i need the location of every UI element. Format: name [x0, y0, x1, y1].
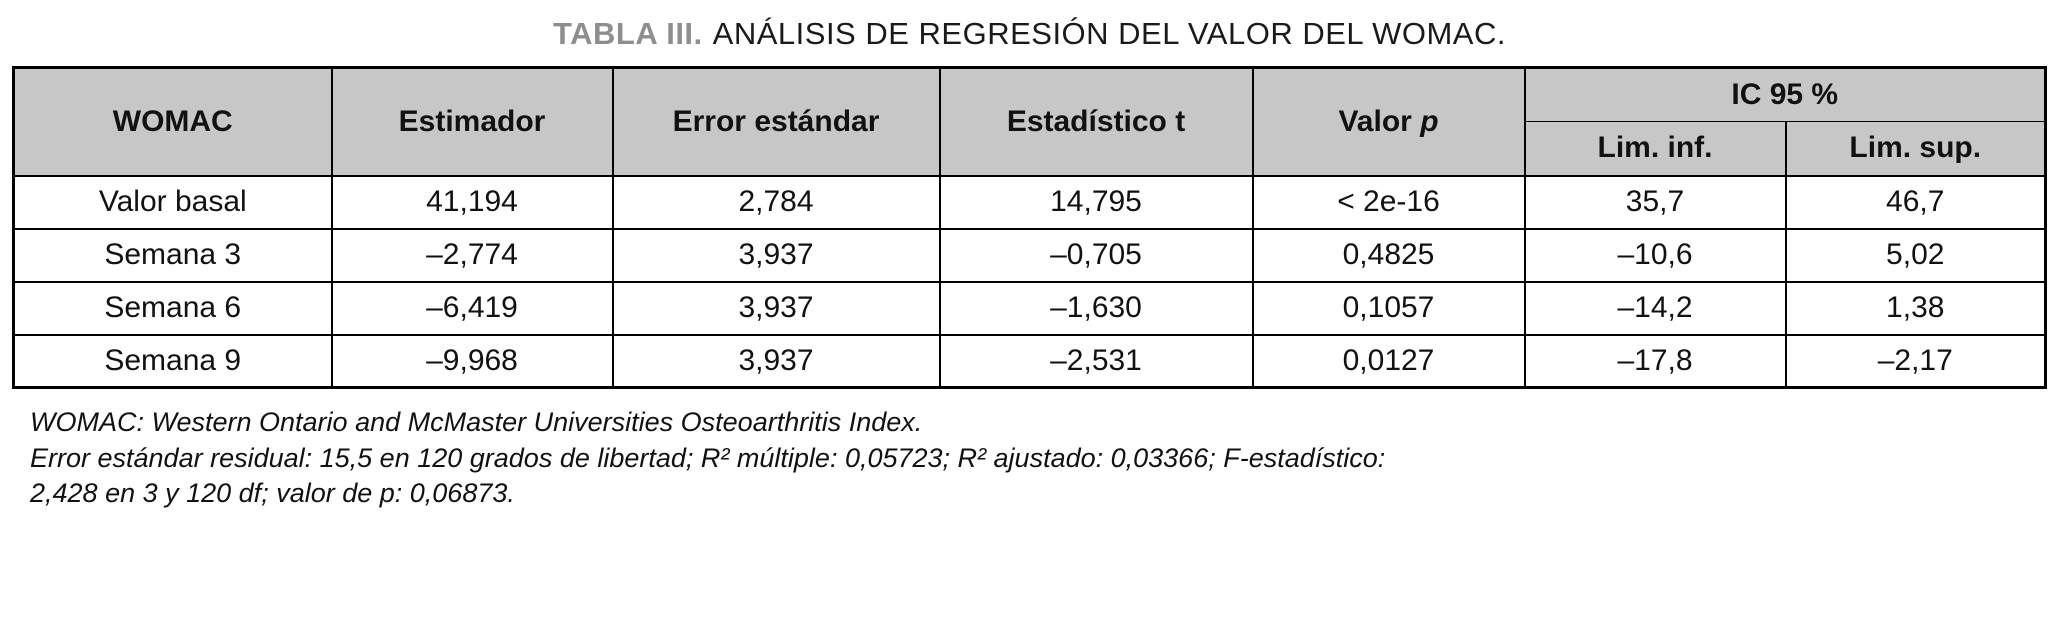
cell-error-estandar: 3,937	[611, 280, 941, 336]
footnote-line: Error estándar residual: 15,5 en 120 gra…	[30, 442, 1386, 473]
col-header-valor-p: Valor p	[1251, 66, 1526, 177]
cell-lim-inf: –10,6	[1523, 227, 1787, 283]
table-row: Semana 3 –2,774 3,937 –0,705 0,4825 –10,…	[12, 227, 2047, 283]
cell-valor-p: < 2e-16	[1251, 174, 1526, 230]
header-row-top: WOMAC Estimador Error estándar Estadísti…	[12, 66, 2047, 177]
table-title-text: ANÁLISIS DE REGRESIÓN DEL VALOR DEL WOMA…	[712, 16, 1506, 51]
valor-p-symbol: p	[1420, 104, 1439, 138]
footnote-line: 2,428 en 3 y 120 df; valor de p: 0,06873…	[30, 478, 515, 509]
header-row-sub: Lim. inf. Lim. sup.	[14, 121, 2047, 177]
cell-estimador: –9,968	[330, 333, 614, 389]
cell-estimador: –2,774	[330, 227, 614, 283]
cell-error-estandar: 3,937	[611, 227, 941, 283]
table-row: Valor basal 41,194 2,784 14,795 < 2e-16 …	[12, 174, 2047, 230]
row-label: Semana 6	[12, 280, 333, 336]
cell-lim-sup: 46,7	[1784, 174, 2047, 230]
cell-valor-p: 0,1057	[1251, 280, 1526, 336]
table-header: WOMAC Estimador Error estándar Estadísti…	[12, 66, 2047, 177]
cell-lim-sup: –2,17	[1784, 333, 2047, 389]
table-row: Semana 9 –9,968 3,937 –2,531 0,0127 –17,…	[12, 333, 2047, 389]
cell-estadistico-t: 14,795	[938, 174, 1254, 230]
cell-lim-inf: 35,7	[1523, 174, 1787, 230]
col-header-lim-inf: Lim. inf.	[1523, 121, 1787, 177]
table-row: Semana 6 –6,419 3,937 –1,630 0,1057 –14,…	[12, 280, 2047, 336]
col-header-estadistico-t: Estadístico t	[938, 66, 1254, 177]
cell-estadistico-t: –0,705	[938, 227, 1254, 283]
cell-lim-inf: –17,8	[1523, 333, 1787, 389]
table-body: Valor basal 41,194 2,784 14,795 < 2e-16 …	[12, 174, 2047, 389]
col-header-estimador: Estimador	[330, 66, 614, 177]
cell-lim-sup: 5,02	[1784, 227, 2047, 283]
table-title: TABLA III. ANÁLISIS DE REGRESIÓN DEL VALO…	[0, 0, 2059, 52]
cell-error-estandar: 3,937	[611, 333, 941, 389]
row-label: Valor basal	[12, 174, 333, 230]
col-header-womac: WOMAC	[12, 66, 333, 177]
page: TABLA III. ANÁLISIS DE REGRESIÓN DEL VALO…	[0, 0, 2059, 512]
row-label: Semana 9	[12, 333, 333, 389]
valor-p-prefix: Valor	[1338, 104, 1412, 138]
cell-lim-inf: –14,2	[1523, 280, 1787, 336]
table-footnotes: WOMAC: Western Ontario and McMaster Univ…	[30, 405, 2059, 512]
row-label: Semana 3	[12, 227, 333, 283]
cell-error-estandar: 2,784	[611, 174, 941, 230]
regression-table: WOMAC Estimador Error estándar Estadísti…	[12, 66, 2047, 389]
col-header-ic95: IC 95 %	[1523, 66, 2047, 122]
cell-estimador: 41,194	[330, 174, 614, 230]
cell-valor-p: 0,4825	[1251, 227, 1526, 283]
cell-estadistico-t: –1,630	[938, 280, 1254, 336]
table-title-label: TABLA III.	[553, 16, 703, 51]
cell-valor-p: 0,0127	[1251, 333, 1526, 389]
col-header-lim-sup: Lim. sup.	[1784, 121, 2047, 177]
col-header-error-estandar: Error estándar	[611, 66, 941, 177]
cell-estimador: –6,419	[330, 280, 614, 336]
cell-estadistico-t: –2,531	[938, 333, 1254, 389]
cell-lim-sup: 1,38	[1784, 280, 2047, 336]
footnote-line: WOMAC: Western Ontario and McMaster Univ…	[30, 407, 923, 437]
